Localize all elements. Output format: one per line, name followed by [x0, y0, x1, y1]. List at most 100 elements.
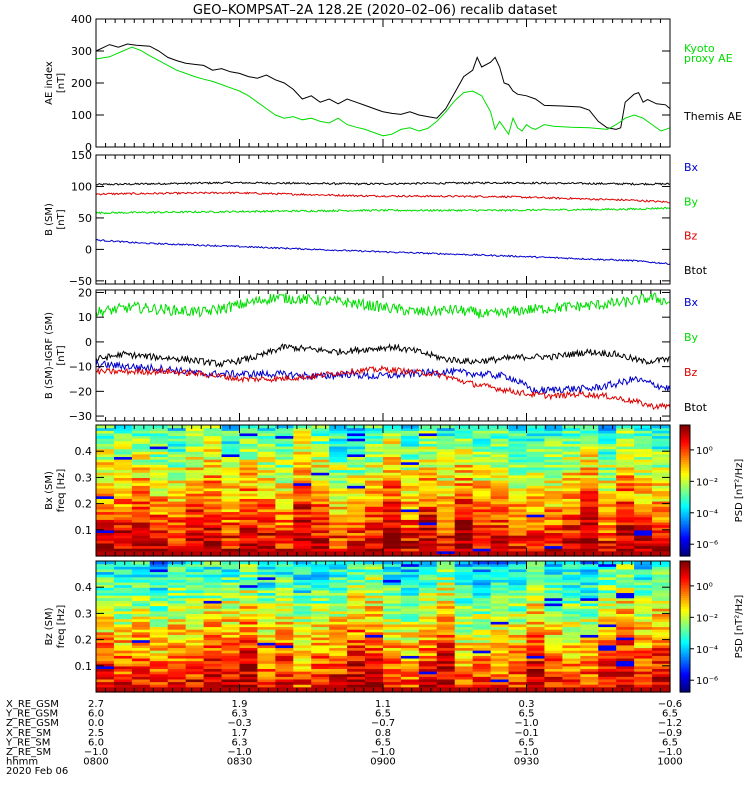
spectrogram-cell — [239, 663, 259, 667]
spectrogram-cell — [96, 440, 115, 444]
spectrogram-cell — [167, 550, 187, 554]
spectrogram-cell — [400, 650, 420, 654]
spectrogram-cell — [400, 435, 420, 439]
spectrogram-cell — [634, 636, 653, 641]
spectrogram-cell — [508, 529, 528, 534]
spectrogram-cell — [454, 589, 474, 594]
spectrogram-cell — [580, 461, 599, 465]
spectrogram-cell — [96, 521, 115, 526]
spectrogram-cell — [257, 610, 276, 614]
spectrogram-cell — [383, 566, 402, 570]
spectrogram-cell — [383, 461, 402, 465]
spectrogram-cell — [113, 602, 133, 607]
spectrogram-cell — [454, 629, 474, 633]
spectrogram-cell — [365, 597, 384, 601]
spectrogram-cell — [634, 550, 653, 554]
spectrogram-cell — [365, 689, 384, 693]
spectrogram-cell — [167, 445, 187, 450]
spectrogram-cell — [400, 532, 420, 536]
spectrogram-cell — [347, 574, 366, 578]
colorbar-segment — [680, 444, 690, 448]
spectrogram-cell — [526, 514, 546, 518]
spectrogram-cell — [472, 469, 492, 473]
spectrogram-cell — [347, 472, 366, 476]
spectrogram-cell — [257, 574, 276, 578]
spectrogram-cell — [472, 427, 492, 431]
spectrogram-cell — [562, 524, 581, 528]
spectrogram-cell — [365, 493, 384, 497]
spectrogram-cell — [652, 506, 671, 510]
y-axis-label: [nT] — [56, 209, 67, 229]
spectrogram-cell — [96, 466, 115, 471]
spectrogram-cell — [311, 657, 330, 662]
spectrogram-cell — [131, 529, 151, 534]
orbit-cell: 1.1 — [375, 699, 391, 710]
spectrogram-cell — [616, 663, 635, 667]
spectrogram-cell — [436, 639, 456, 643]
spectrogram-cell — [508, 459, 528, 463]
spectrogram-cell — [365, 514, 384, 518]
spectrogram-cell — [239, 621, 259, 625]
spectrogram-cell — [149, 595, 169, 599]
spectrogram-cell — [616, 587, 635, 591]
spectrogram-cell — [149, 425, 169, 429]
spectrogram-cell — [436, 511, 456, 515]
spectrogram-cell — [598, 644, 617, 649]
colorbar-segment — [680, 540, 690, 544]
spectrogram-cell — [400, 469, 420, 473]
spectrogram-cell — [598, 440, 617, 444]
spectrogram-cell — [472, 508, 492, 513]
spectrogram-cell — [634, 493, 653, 497]
colorbar-segment — [680, 650, 690, 654]
spectrogram-cell — [347, 678, 366, 683]
spectrogram-cell — [311, 503, 330, 507]
spectrogram-cell — [221, 461, 241, 465]
spectrogram-cell — [221, 545, 241, 549]
spectrogram-cell — [347, 616, 366, 620]
spectrogram-cell — [203, 527, 223, 531]
spectrogram-cell — [544, 616, 563, 620]
spectrogram-cell — [454, 660, 474, 664]
spectrogram-cell — [526, 438, 546, 442]
spectrogram-cell — [329, 597, 348, 601]
spectrogram-cell — [472, 681, 492, 685]
spectrogram-cell — [383, 430, 402, 434]
spectrogram-cell — [203, 474, 223, 478]
legend-btot: Btot — [684, 264, 708, 277]
spectrogram-cell — [634, 621, 653, 625]
spectrogram-cell — [436, 527, 456, 531]
spectrogram-cell — [203, 613, 223, 617]
spectrogram-cell — [149, 660, 169, 664]
spectrogram-cell — [203, 524, 223, 528]
spectrogram-cell — [347, 485, 366, 489]
spectrogram-cell — [472, 461, 492, 465]
spectrogram-cell — [418, 503, 438, 507]
spectrogram-cell — [436, 514, 456, 518]
spectrogram-cell — [347, 459, 366, 463]
spectrogram-cell — [239, 636, 259, 641]
spectrogram-cell — [365, 511, 384, 515]
spectrogram-cell — [131, 639, 151, 643]
spectrogram-cell — [239, 610, 259, 614]
orbit-row-label: X_RE_SM — [6, 728, 51, 739]
spectrogram-cell — [400, 652, 420, 656]
spectrogram-cell — [544, 647, 563, 651]
spectrogram-cell — [113, 430, 133, 434]
spectrogram-cell — [634, 498, 653, 502]
spectrogram-cell — [131, 665, 151, 670]
spectrogram-cell — [347, 535, 366, 539]
spectrogram-cell — [275, 650, 294, 654]
spectrogram-cell — [436, 537, 456, 541]
spectrogram-cell — [131, 548, 151, 552]
spectrogram-cell — [167, 532, 187, 536]
spectrogram-cell — [329, 587, 348, 591]
spectrogram-cell — [544, 532, 563, 536]
spectrogram-cell — [580, 584, 599, 588]
spectrogram-cell — [383, 618, 402, 622]
spectrogram-cell — [239, 623, 259, 628]
spectrogram-cell — [365, 498, 384, 502]
spectrogram-cell — [454, 535, 474, 539]
spectrogram-cell — [185, 621, 205, 625]
spectrogram-cell — [293, 671, 312, 675]
spectrogram-cell — [149, 689, 169, 693]
